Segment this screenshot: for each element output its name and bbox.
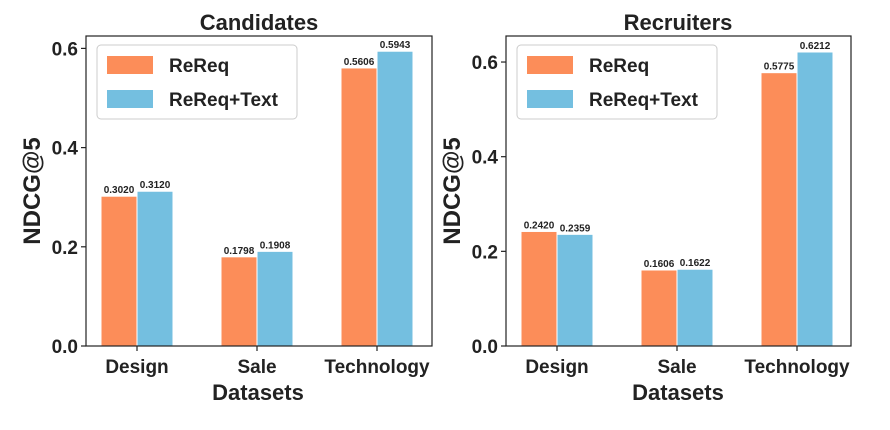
y-tick-label: 0.6 <box>52 39 78 60</box>
y-tick-label: 0.0 <box>52 337 78 358</box>
legend-label-rereq-text: ReReq+Text <box>169 90 279 111</box>
bar <box>136 190 174 347</box>
bar-value-label: 0.5606 <box>344 57 375 68</box>
bar <box>520 230 558 347</box>
x-tick-label: Design <box>525 357 588 378</box>
x-tick-label: Technology <box>324 357 430 378</box>
y-tick-label: 0.2 <box>472 242 498 263</box>
bar <box>760 72 798 347</box>
bar-value-label: 0.2359 <box>560 223 591 234</box>
panel-recruiters: Recruiters NDCG@5 Datasets 0.2420 0.23590… <box>439 10 852 405</box>
chart-title: Recruiters <box>624 10 733 35</box>
bar <box>340 67 378 347</box>
x-axis-label: Datasets <box>632 380 724 405</box>
y-tick-label: 0.6 <box>472 53 498 74</box>
legend-label-rereq: ReReq <box>589 56 649 77</box>
bar <box>796 51 834 347</box>
bar-value-label: 0.1606 <box>644 259 675 270</box>
x-axis-label: Datasets <box>212 380 304 405</box>
y-ticks: 0.0 0.2 0.4 0.6 <box>52 39 86 358</box>
bar-value-label: 0.5775 <box>764 62 795 73</box>
bar-value-label: 0.1908 <box>260 240 291 251</box>
y-tick-label: 0.0 <box>472 337 498 358</box>
plot-frame <box>85 35 433 347</box>
y-tick-label: 0.4 <box>472 148 499 169</box>
bar <box>256 250 294 347</box>
bar-value-label: 0.6212 <box>800 41 831 52</box>
x-ticks: Design Sale Technology <box>525 346 850 378</box>
bar <box>376 50 414 347</box>
bar-value-label: 0.3120 <box>140 180 171 191</box>
bar-value-label: 0.3020 <box>104 185 135 196</box>
bar <box>556 233 594 347</box>
legend-label-rereq: ReReq <box>169 56 229 77</box>
legend-label-rereq-text: ReReq+Text <box>589 90 699 111</box>
plot-frame <box>505 35 852 347</box>
bars: 0.2420 0.2359 0.1606 0.1622 0.5775 0.6212 <box>520 41 834 347</box>
chart-title: Candidates <box>200 10 319 35</box>
legend-swatch-rereq <box>527 56 573 74</box>
legend-swatch-rereq <box>107 56 153 74</box>
panel-candidates: Candidates NDCG@5 Datasets 0.3020 0.3120 0… <box>19 10 433 405</box>
bar-value-label: 0.1798 <box>224 246 255 257</box>
legend-swatch-rereq-text <box>527 90 573 108</box>
x-tick-label: Technology <box>744 357 850 378</box>
bar <box>640 269 678 347</box>
y-ticks: 0.0 0.2 0.4 0.6 <box>472 53 506 358</box>
y-tick-label: 0.4 <box>52 139 79 160</box>
bar <box>676 268 714 347</box>
x-tick-label: Sale <box>657 357 696 378</box>
y-axis-label: NDCG@5 <box>439 137 466 244</box>
x-ticks: Design Sale Technology <box>105 346 430 378</box>
bar-value-label: 0.1622 <box>680 258 711 269</box>
bar <box>100 195 138 347</box>
x-tick-label: Design <box>105 357 168 378</box>
legend: ReReq ReReq+Text <box>96 44 298 120</box>
legend-swatch-rereq-text <box>107 90 153 108</box>
bar <box>220 256 258 347</box>
x-tick-label: Sale <box>237 357 276 378</box>
bar-value-label: 0.2420 <box>524 220 555 231</box>
bar-value-label: 0.5943 <box>380 40 411 51</box>
legend: ReReq ReReq+Text <box>516 44 718 120</box>
y-tick-label: 0.2 <box>52 238 78 259</box>
y-axis-label: NDCG@5 <box>19 137 46 244</box>
